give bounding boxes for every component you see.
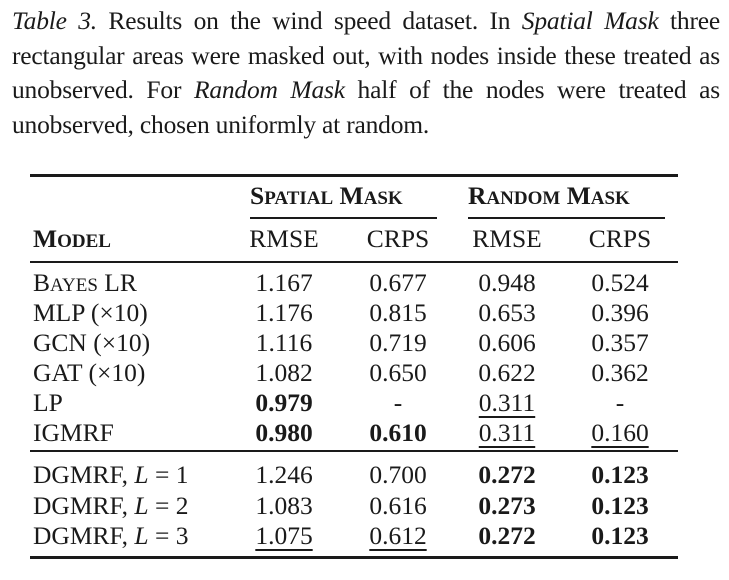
value-cell: 0.980 — [255, 418, 313, 447]
value-cell: 1.082 — [255, 358, 313, 387]
model-name: LP — [33, 388, 63, 417]
bottom-rule — [30, 556, 678, 559]
value-cell: 0.311 — [478, 388, 536, 417]
subheader-random-rmse: RMSE — [472, 224, 542, 253]
value-cell: 1.116 — [255, 328, 313, 357]
group-header-random-mask: RANDOM MASK — [468, 181, 630, 210]
value-cell: 0.815 — [369, 298, 427, 327]
model-name: DGMRF, L = 2 — [33, 490, 189, 520]
model-name: BAYES LR — [33, 268, 137, 297]
value-cell: 0.700 — [369, 460, 427, 489]
value-cell: 0.362 — [591, 358, 649, 387]
model-name: GCN (×10) — [33, 328, 151, 357]
value-cell: 0.606 — [478, 328, 536, 357]
value-cell: 0.396 — [591, 298, 649, 327]
value-cell: 1.176 — [255, 298, 313, 327]
value-cell: 0.311 — [478, 418, 536, 447]
caption-label: Table 3. — [12, 6, 97, 35]
value-cell: 0.272 — [478, 460, 536, 489]
table-caption: Table 3. Results on the wind speed datas… — [12, 6, 721, 139]
value-cell: 1.167 — [255, 268, 313, 297]
value-cell: 0.719 — [369, 328, 427, 357]
group-header-spatial-mask: SPATIAL MASK — [250, 181, 403, 210]
value-cell: 0.610 — [369, 418, 427, 447]
value-cell: 0.357 — [591, 328, 649, 357]
value-cell: 1.075 — [255, 521, 313, 550]
random-mask-underline — [468, 217, 665, 219]
value-cell: 0.948 — [478, 268, 536, 297]
value-cell: 0.622 — [478, 358, 536, 387]
model-column-header: MODEL — [33, 224, 111, 253]
header-rule — [30, 261, 678, 263]
value-cell: 0.524 — [591, 268, 649, 297]
value-cell: 0.123 — [591, 521, 649, 550]
value-cell: 0.160 — [591, 418, 649, 447]
value-cell: 0.650 — [369, 358, 427, 387]
value-cell: 0.612 — [369, 521, 427, 550]
value-cell: 0.653 — [478, 298, 536, 327]
value-cell: 0.272 — [478, 521, 536, 550]
model-name: DGMRF, L = 1 — [33, 460, 189, 489]
spatial-mask-underline — [250, 217, 437, 219]
model-name: IGMRF — [33, 418, 114, 447]
value-cell: 0.123 — [591, 460, 649, 489]
group-separator-rule — [30, 450, 678, 452]
top-rule — [30, 174, 678, 177]
value-cell: - — [615, 388, 625, 417]
value-cell: 0.979 — [255, 388, 313, 417]
value-cell: - — [393, 388, 403, 417]
value-cell: 0.123 — [591, 490, 649, 520]
subheader-random-crps: CRPS — [588, 224, 652, 253]
model-name: MLP (×10) — [33, 298, 148, 327]
model-name: GAT (×10) — [33, 358, 146, 387]
value-cell: 0.616 — [369, 490, 427, 520]
value-cell: 1.083 — [255, 490, 313, 520]
subheader-spatial-rmse: RMSE — [249, 224, 319, 253]
model-name: DGMRF, L = 3 — [33, 521, 189, 550]
value-cell: 0.273 — [478, 490, 536, 520]
subheader-spatial-crps: CRPS — [366, 224, 430, 253]
value-cell: 1.246 — [255, 460, 313, 489]
value-cell: 0.677 — [369, 268, 427, 297]
